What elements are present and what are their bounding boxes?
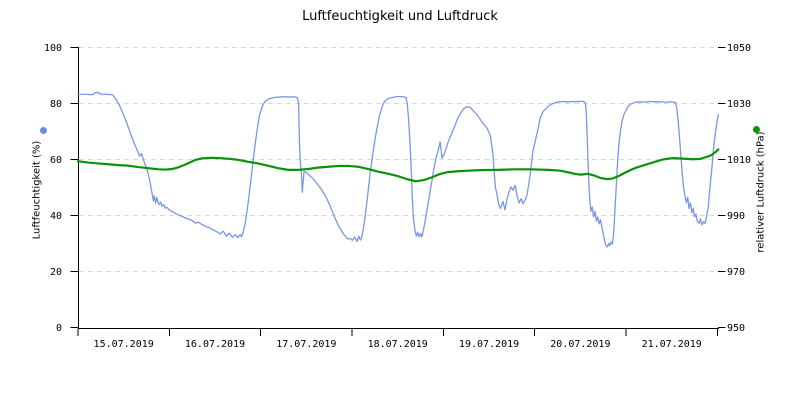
y-axis-tick-label-left: 40 <box>50 211 62 222</box>
pressure-legend-dot <box>753 126 760 133</box>
chart-title: Luftfeuchtigkeit und Luftdruck <box>302 9 498 24</box>
x-axis-tick-label: 21.07.2019 <box>642 339 702 350</box>
y-axis-tick-label-left: 100 <box>44 43 62 54</box>
x-axis-tick-label: 20.07.2019 <box>550 339 610 350</box>
humidity-line <box>77 91 720 248</box>
y-axis-tick-label-left: 0 <box>56 323 62 334</box>
x-axis-tick-label: 16.07.2019 <box>185 339 245 350</box>
x-axis-tick-label: 19.07.2019 <box>459 339 519 350</box>
y-axis-tick-label-right: 1010 <box>727 155 751 166</box>
x-axis-tick-label: 17.07.2019 <box>276 339 336 350</box>
y-axis-tick-label-right: 950 <box>727 323 745 334</box>
y-axis-tick-label-left: 80 <box>50 99 62 110</box>
pressure-line <box>76 148 720 183</box>
humidity-legend-dot <box>40 127 47 134</box>
x-axis-tick-label: 18.07.2019 <box>368 339 428 350</box>
y-axis-tick-label-left: 20 <box>50 267 62 278</box>
y-axis-tick-label-right: 1050 <box>727 43 751 54</box>
y-axis-tick-label-right: 990 <box>727 211 745 222</box>
x-axis-tick-label: 15.07.2019 <box>94 339 154 350</box>
y-axis-tick-label-right: 970 <box>727 267 745 278</box>
y-axis-tick-label-left: 60 <box>50 155 62 166</box>
y-axis-tick-label-right: 1030 <box>727 99 751 110</box>
